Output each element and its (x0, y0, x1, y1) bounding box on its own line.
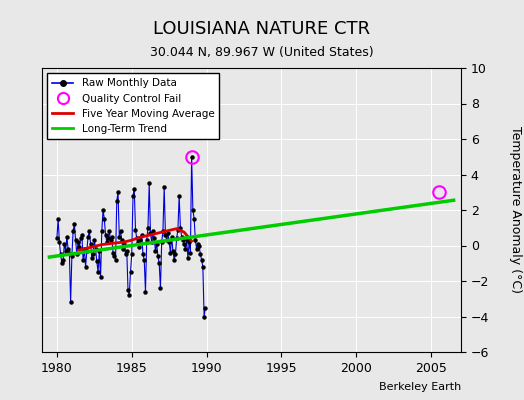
Text: 30.044 N, 89.967 W (United States): 30.044 N, 89.967 W (United States) (150, 46, 374, 59)
Y-axis label: Temperature Anomaly (°C): Temperature Anomaly (°C) (509, 126, 522, 294)
Legend: Raw Monthly Data, Quality Control Fail, Five Year Moving Average, Long-Term Tren: Raw Monthly Data, Quality Control Fail, … (47, 73, 220, 139)
Text: Berkeley Earth: Berkeley Earth (379, 382, 461, 392)
Text: LOUISIANA NATURE CTR: LOUISIANA NATURE CTR (154, 20, 370, 38)
